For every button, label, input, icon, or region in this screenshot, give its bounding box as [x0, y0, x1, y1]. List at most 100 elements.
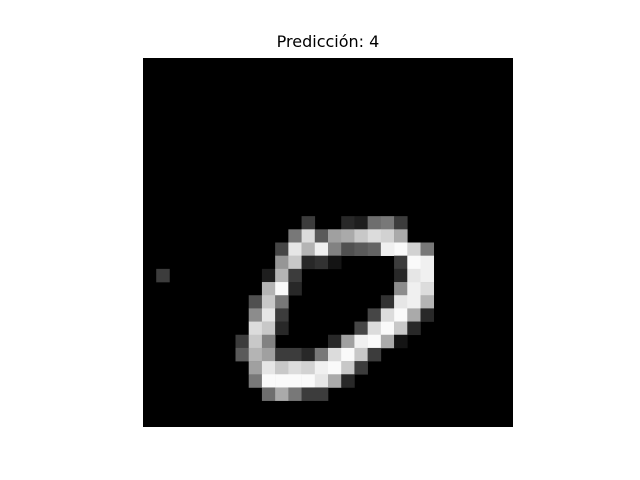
pixel-cell [261, 361, 276, 375]
pixel-cell [407, 308, 421, 322]
pixel-cell [328, 229, 342, 243]
pixel-cell [275, 255, 289, 270]
pixel-cell [301, 347, 316, 362]
pixel-cell [275, 321, 289, 336]
pixel-cell [394, 216, 408, 230]
pixel-cell [248, 334, 263, 349]
pixel-cell [288, 361, 302, 375]
pixel-cell [328, 242, 342, 256]
pixel-cell [394, 242, 408, 256]
pixel-cell [301, 242, 316, 256]
pixel-cell [301, 387, 316, 401]
pixel-cell [261, 295, 276, 309]
chart-title: Predicción: 4 [276, 32, 380, 51]
pixel-cell [275, 347, 289, 362]
pixel-cell [354, 361, 368, 375]
pixel-cell [407, 282, 421, 296]
pixel-cell [275, 268, 289, 283]
pixel-cell [394, 321, 408, 336]
pixel-cell [314, 229, 329, 243]
pixel-cell [367, 242, 382, 256]
pixel-cell [248, 295, 263, 309]
pixel-cell [301, 361, 316, 375]
pixel-cell [354, 216, 368, 230]
pixel-cell [341, 242, 355, 256]
pixel-cell [328, 334, 342, 349]
pixel-cell [301, 216, 316, 230]
pixel-cell [301, 255, 316, 270]
image-plot-area [143, 58, 513, 427]
pixel-cell [248, 347, 263, 362]
pixel-cell [261, 387, 276, 401]
pixel-cell [275, 295, 289, 309]
pixel-cell [367, 347, 382, 362]
pixel-cell [354, 229, 368, 243]
pixel-cell [235, 347, 250, 362]
pixel-cell [275, 282, 289, 296]
pixel-cell [380, 321, 395, 336]
pixel-cell [328, 361, 342, 375]
pixel-cell [261, 347, 276, 362]
pixel-cell [275, 361, 289, 375]
pixel-cell [354, 334, 368, 349]
pixel-cell [380, 242, 395, 256]
pixel-cell [341, 374, 355, 388]
pixel-cell [328, 374, 342, 388]
pixel-cell [261, 282, 276, 296]
pixel-cell [407, 295, 421, 309]
pixel-cell [420, 242, 435, 256]
pixel-cell [275, 374, 289, 388]
pixel-cell [314, 387, 329, 401]
pixel-cell [314, 374, 329, 388]
pixel-cell [288, 282, 302, 296]
pixel-cell [367, 216, 382, 230]
pixel-cell [394, 282, 408, 296]
pixel-cell [341, 347, 355, 362]
pixel-cell [261, 334, 276, 349]
pixel-cell [314, 347, 329, 362]
pixel-cell [367, 321, 382, 336]
pixel-cell [275, 308, 289, 322]
pixel-cell [420, 295, 435, 309]
pixel-cell [380, 334, 395, 349]
pixel-cell [288, 268, 302, 283]
pixel-cell [420, 308, 435, 322]
pixel-cell [156, 268, 170, 283]
pixel-cell [328, 347, 342, 362]
pixel-cell [261, 308, 276, 322]
pixel-cell [407, 321, 421, 336]
pixel-cell [367, 229, 382, 243]
pixel-cell [275, 387, 289, 401]
heatmap-image [156, 216, 435, 401]
pixel-cell [314, 255, 329, 270]
pixel-cell [288, 229, 302, 243]
pixel-cell [288, 387, 302, 401]
pixel-cell [367, 334, 382, 349]
pixel-cell [420, 268, 435, 283]
pixel-cell [301, 374, 316, 388]
pixel-cell [341, 216, 355, 230]
pixel-cell [248, 321, 263, 336]
pixel-cell [288, 255, 302, 270]
pixel-cell [288, 242, 302, 256]
pixel-cell [248, 361, 263, 375]
pixel-cell [380, 295, 395, 309]
pixel-cell [380, 216, 395, 230]
pixel-cell [341, 361, 355, 375]
pixel-cell [407, 268, 421, 283]
pixel-cell [394, 268, 408, 283]
pixel-cell [420, 282, 435, 296]
pixel-cell [367, 308, 382, 322]
pixel-cell [407, 242, 421, 256]
pixel-cell [248, 374, 263, 388]
pixel-cell [394, 334, 408, 349]
pixel-cell [354, 242, 368, 256]
pixel-cell [288, 374, 302, 388]
pixel-cell [341, 229, 355, 243]
pixel-cell [420, 255, 435, 270]
pixel-cell [394, 229, 408, 243]
pixel-cell [341, 334, 355, 349]
pixel-cell [314, 361, 329, 375]
pixel-cell [394, 295, 408, 309]
pixel-cell [261, 321, 276, 336]
